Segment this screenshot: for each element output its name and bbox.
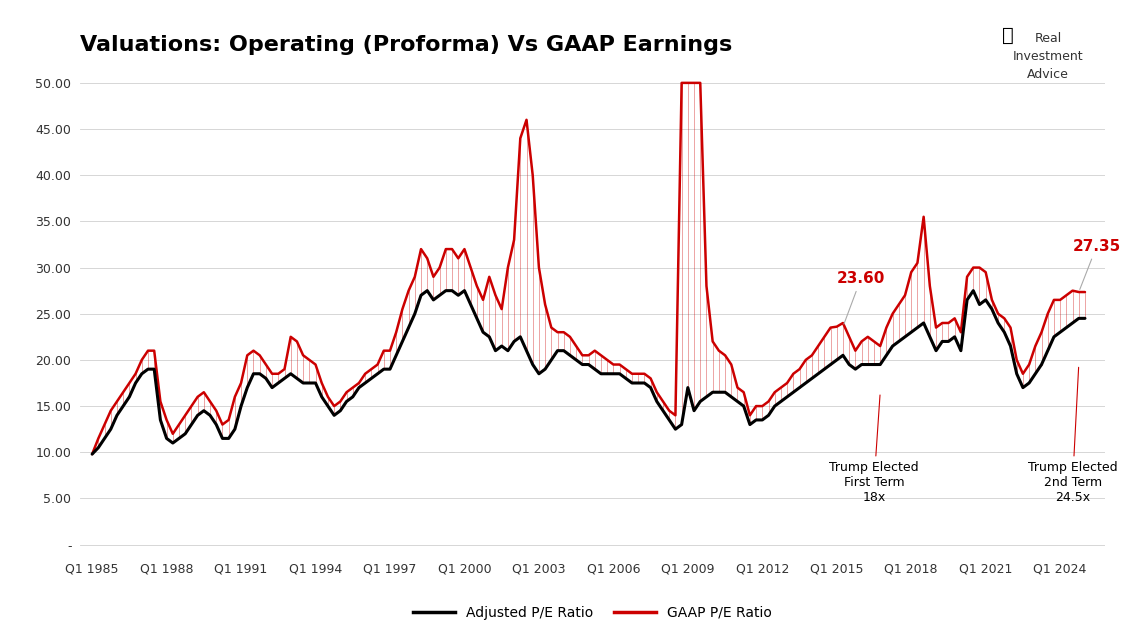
Text: 27.35: 27.35 (1073, 239, 1121, 289)
Text: 🦅: 🦅 (1002, 26, 1014, 45)
Text: Trump Elected
2nd Term
24.5x: Trump Elected 2nd Term 24.5x (1027, 367, 1117, 504)
Text: Trump Elected
First Term
18x: Trump Elected First Term 18x (829, 395, 919, 504)
Legend: Adjusted P/E Ratio, GAAP P/E Ratio: Adjusted P/E Ratio, GAAP P/E Ratio (408, 600, 777, 625)
Text: Real
Investment
Advice: Real Investment Advice (1013, 32, 1083, 81)
Text: Valuations: Operating (Proforma) Vs GAAP Earnings: Valuations: Operating (Proforma) Vs GAAP… (80, 35, 732, 55)
Text: 23.60: 23.60 (837, 271, 885, 324)
